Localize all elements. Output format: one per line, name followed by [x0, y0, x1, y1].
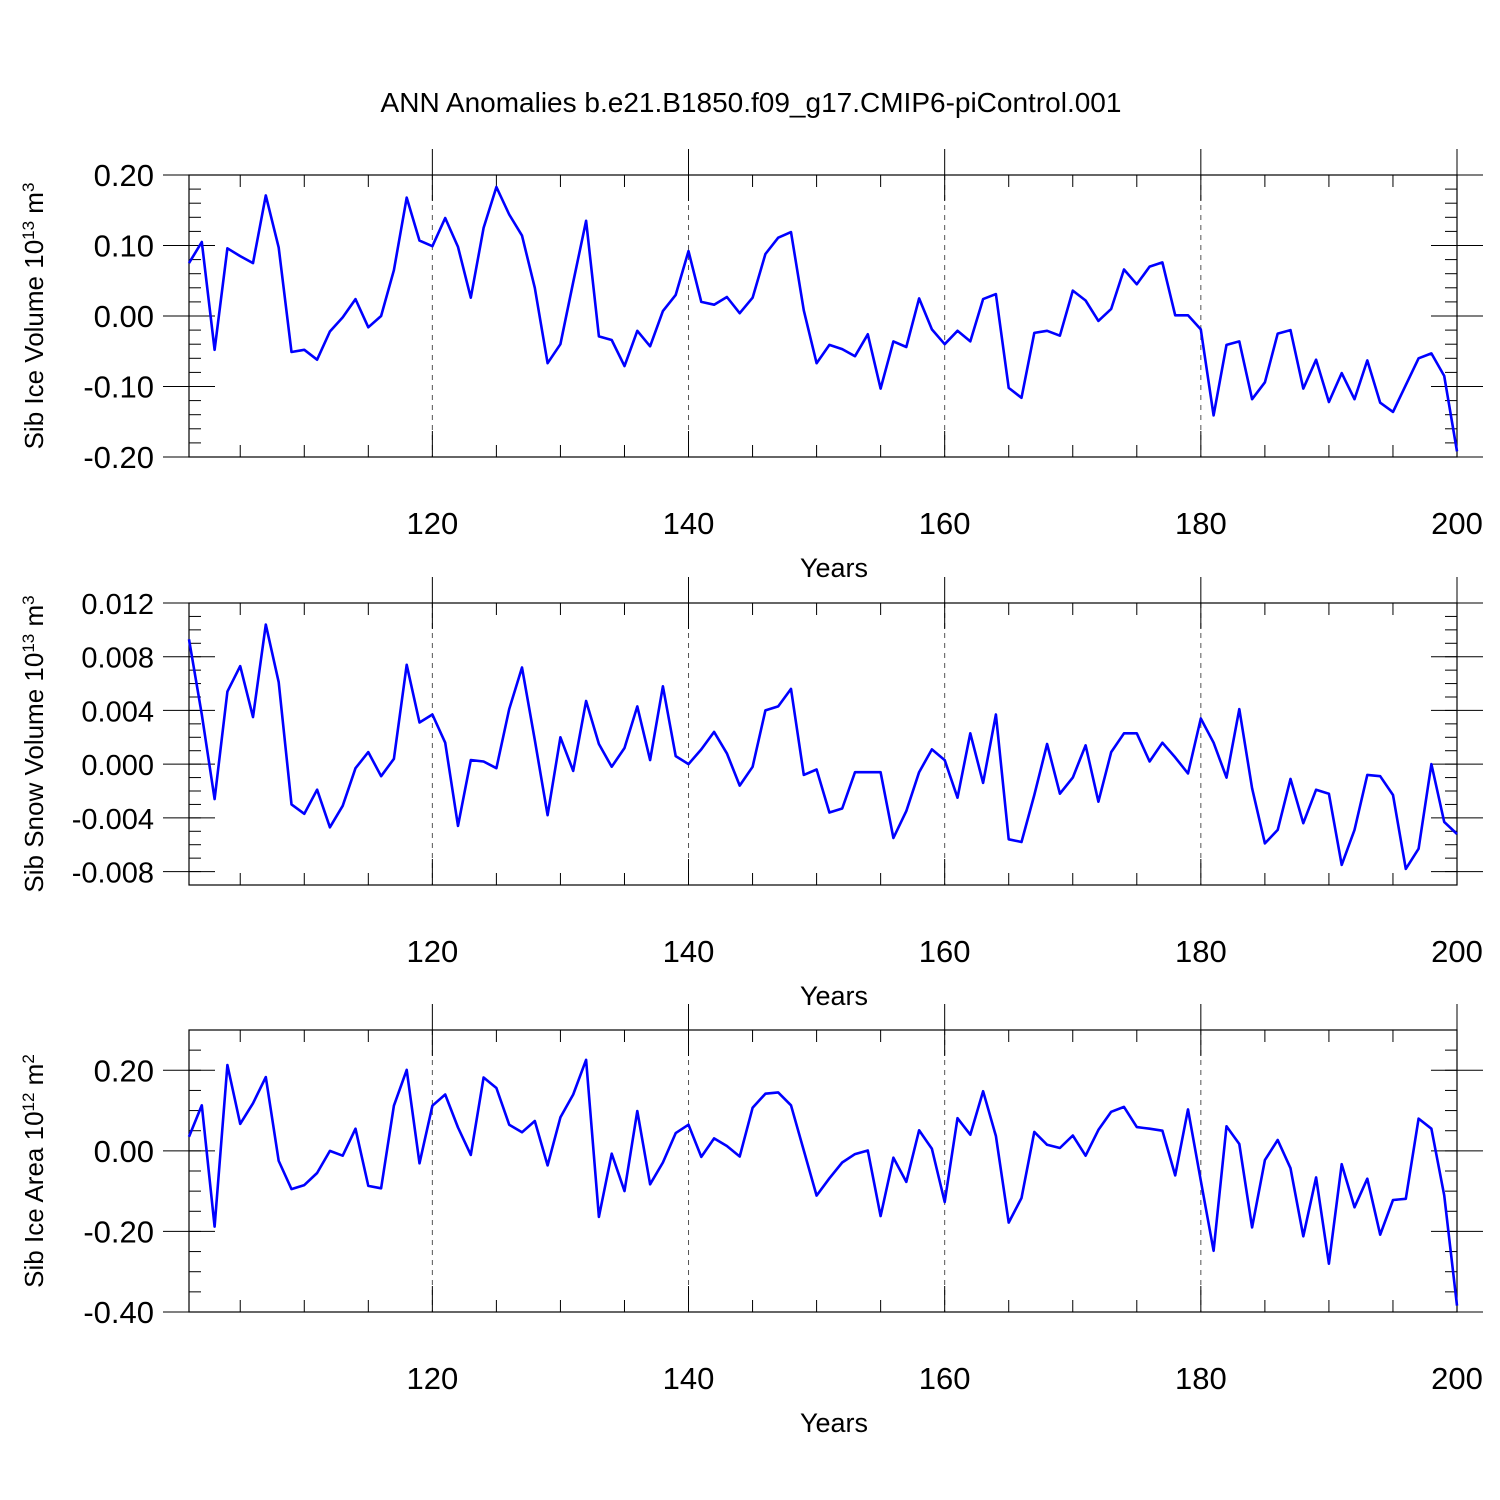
plot-frame [188, 602, 1458, 886]
panel-1: -0.20 -0.10 0.00 0.10 0.20 120 140 160 180 200 Yea… [19, 149, 1483, 583]
y-tick-label: -0.20 [83, 440, 154, 475]
y-tick-label: -0.10 [83, 370, 154, 405]
x-axis-label: Years [800, 1408, 868, 1438]
x-tick-label: 140 [663, 506, 715, 541]
y-tick-label: -0.40 [83, 1295, 154, 1330]
x-tick-label: 140 [663, 1361, 715, 1396]
y-tick-label: -0.004 [72, 804, 154, 836]
x-tick-label: 140 [663, 934, 715, 969]
y-tick-label: 0.004 [81, 696, 154, 728]
x-tick-label: 120 [406, 1361, 458, 1396]
y-tick-label: 0.012 [81, 589, 154, 621]
x-axis-label: Years [800, 981, 868, 1011]
y-tick-label: -0.20 [83, 1214, 154, 1249]
x-tick-label: 180 [1175, 934, 1227, 969]
y-tick-label: 0.000 [81, 750, 154, 782]
panel-2: -0.008 -0.004 0.000 0.004 0.008 0.012 120 140 16… [19, 577, 1483, 1011]
x-tick-label: 160 [919, 1361, 971, 1396]
x-tick-label: 160 [919, 506, 971, 541]
x-tick-label: 180 [1175, 1361, 1227, 1396]
panel-3: -0.40 -0.20 0.00 0.20 120 140 160 180 200 Years Si… [19, 1004, 1483, 1438]
y-tick-label: 0.008 [81, 643, 154, 675]
figure-title: ANN Anomalies b.e21.B1850.f09_g17.CMIP6-… [381, 87, 1122, 118]
y-tick-label: -0.008 [72, 858, 154, 890]
y-axis-label: Sib Ice Volume 1013 m3 [19, 183, 50, 450]
x-tick-label: 200 [1431, 934, 1483, 969]
y-tick-label: 0.00 [94, 299, 154, 334]
plot-frame [188, 1029, 1458, 1313]
series-line [187, 623, 1458, 871]
x-tick-label: 200 [1431, 506, 1483, 541]
y-axis-label: Sib Ice Area 1012 m2 [19, 1054, 50, 1288]
y-tick-label: 0.00 [94, 1134, 154, 1169]
y-axis-label: Sib Snow Volume 1013 m3 [19, 595, 50, 892]
x-tick-label: 200 [1431, 1361, 1483, 1396]
x-tick-label: 160 [919, 934, 971, 969]
series-line [187, 185, 1459, 452]
y-tick-label: 0.20 [94, 158, 154, 193]
x-tick-label: 120 [406, 934, 458, 969]
x-tick-label: 120 [406, 506, 458, 541]
series-line [187, 1058, 1459, 1306]
y-tick-label: 0.20 [94, 1053, 154, 1088]
x-axis-label: Years [800, 553, 868, 583]
x-tick-label: 180 [1175, 506, 1227, 541]
y-tick-label: 0.10 [94, 229, 154, 264]
